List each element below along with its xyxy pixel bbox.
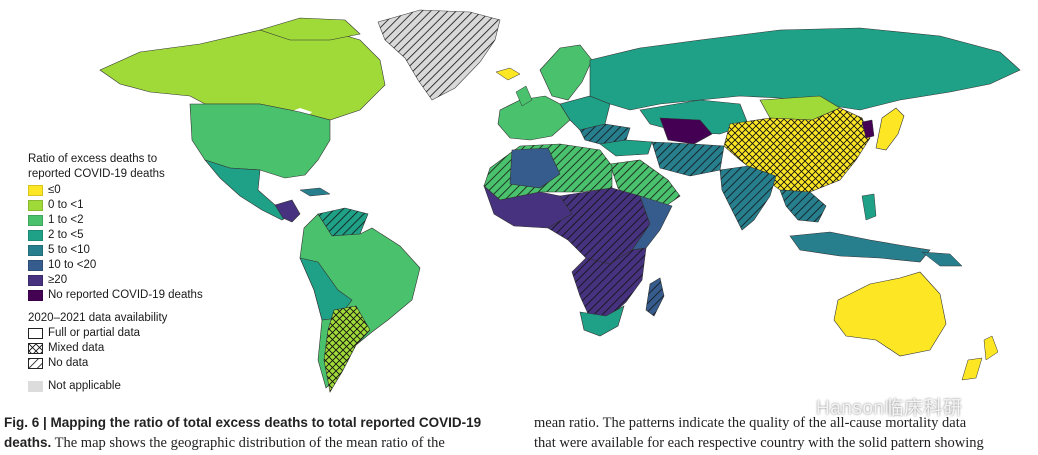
region-korea [861, 119, 875, 139]
legend-swatch [28, 245, 43, 256]
legend-item: ≥20 [28, 273, 203, 288]
region-australia [833, 271, 947, 357]
legend-item: 0 to <1 [28, 198, 203, 213]
legend-availability-items: Full or partial data Mixed data No data [28, 326, 203, 371]
region-uk [515, 85, 533, 107]
region-turkey [599, 139, 653, 157]
legend-label: 5 to <10 [48, 244, 90, 256]
legend-label: ≤0 [48, 184, 61, 196]
legend-color-items: ≤0 0 to <1 1 to <2 2 to <5 5 to <10 10 to <20… [28, 183, 203, 303]
legend-label: ≥20 [48, 274, 68, 286]
legend-swatch [28, 230, 43, 241]
legend-availability-label: No data [48, 357, 89, 369]
region-madagascar [645, 277, 665, 317]
region-argentina [323, 305, 371, 393]
world-map [99, 9, 1021, 393]
region-algeria [509, 147, 561, 189]
legend-title: Ratio of excess deaths to reported COVID… [28, 153, 165, 180]
region-canada [99, 27, 386, 121]
legend-label-not-applicable: Not applicable [48, 380, 121, 392]
legend-availability-item: Full or partial data [28, 326, 203, 341]
figure-caption-right: mean ratio. The patterns indicate the qu… [534, 413, 1034, 453]
legend-item: No reported COVID-19 deaths [28, 288, 203, 303]
region-southeast-asia [779, 189, 827, 223]
legend-availability-item: Mixed data [28, 341, 203, 356]
wechat-icon [786, 397, 810, 415]
legend-pattern-swatch [28, 343, 43, 354]
region-japan [875, 107, 905, 151]
region-ukraine-balkans [579, 123, 631, 145]
legend-label: 2 to <5 [48, 229, 84, 241]
region-central-america [274, 199, 301, 223]
region-greenland [377, 9, 501, 101]
legend-item: ≤0 [28, 183, 203, 198]
region-new-zealand-south [961, 357, 983, 381]
legend-swatch [28, 185, 43, 196]
watermark: Hanson临床科研 [786, 393, 963, 420]
region-central-asia [659, 117, 713, 145]
legend-item-not-applicable: Not applicable [28, 379, 203, 394]
region-png [921, 251, 963, 267]
map-legend: Ratio of excess deaths to reported COVID… [28, 152, 203, 394]
legend-pattern-swatch [28, 358, 43, 369]
legend-swatch [28, 215, 43, 226]
region-caribbean [299, 187, 331, 197]
region-philippines [861, 193, 877, 221]
legend-swatch [28, 275, 43, 286]
region-arctic-islands [259, 17, 361, 41]
legend-label: No reported COVID-19 deaths [48, 289, 203, 301]
region-iran-afghanistan [651, 141, 725, 177]
caption-bold-prefix: Fig. 6 | Mapping the ratio of total exce… [4, 415, 482, 450]
region-southern-africa [571, 247, 647, 321]
region-new-zealand [983, 335, 999, 361]
caption-right-line2: that were available for each respective … [534, 435, 984, 451]
caption-right-line1: mean ratio. The patterns indicate the qu… [534, 415, 967, 431]
region-venezuela [317, 207, 369, 237]
figure-caption-left: Fig. 6 | Mapping the ratio of total exce… [4, 413, 509, 453]
legend-item: 10 to <20 [28, 258, 203, 273]
region-western-europe [497, 95, 571, 141]
legend-label: 1 to <2 [48, 214, 84, 226]
watermark-text: Hanson临床科研 [816, 398, 963, 419]
legend-availability-label: Mixed data [48, 342, 105, 354]
legend-swatch-not-applicable [28, 381, 43, 392]
region-south-africa [579, 305, 625, 337]
legend-availability-item: No data [28, 356, 203, 371]
legend-availability-label: Full or partial data [48, 327, 141, 339]
legend-swatch [28, 200, 43, 211]
availability-title: 2020–2021 data availability [28, 312, 168, 324]
legend-swatch [28, 290, 43, 301]
region-iceland [495, 67, 521, 81]
legend-item: 1 to <2 [28, 213, 203, 228]
legend-item: 5 to <10 [28, 243, 203, 258]
region-central-africa [547, 187, 651, 265]
legend-item: 2 to <5 [28, 228, 203, 243]
legend-label: 10 to <20 [48, 259, 97, 271]
legend-swatch [28, 260, 43, 271]
region-scandinavia [539, 44, 593, 101]
region-indonesia [789, 231, 931, 263]
legend-pattern-swatch [28, 328, 43, 339]
caption-left-text: The map shows the geographic distributio… [51, 435, 445, 451]
legend-label: 0 to <1 [48, 199, 84, 211]
region-russia [589, 27, 1021, 111]
region-india [719, 165, 777, 231]
